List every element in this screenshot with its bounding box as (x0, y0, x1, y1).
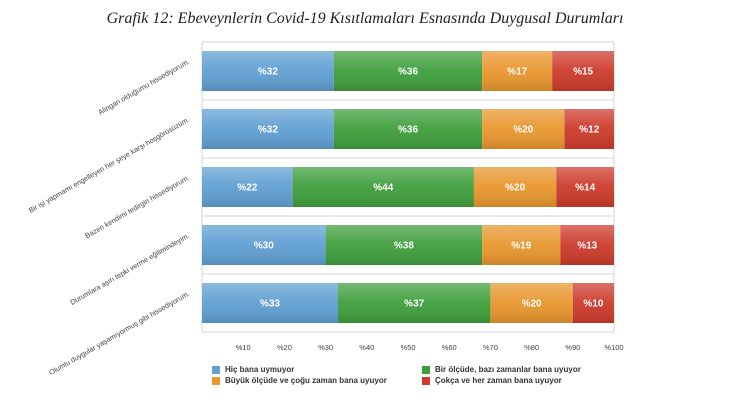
category-label-1: Alingan olduğumu hissediyorum. (97, 57, 191, 117)
category-label-4: Durumlara aşırı tepki verme eğilimindeyi… (69, 231, 191, 307)
category-label-5: Olumlu duygular yaşamıyormuş gibi hissed… (47, 289, 191, 377)
data-label-buyuk-3: %20 (505, 183, 525, 194)
bar-sheen-hic-5 (202, 283, 338, 323)
legend-swatch-hic (212, 365, 220, 374)
bar-sheen-bir-olcude-2 (333, 109, 483, 149)
data-label-hic-3: %22 (237, 183, 257, 194)
x-tick-label: %10 (236, 343, 251, 352)
legend: Hiç bana uymuyor Bir ölçüde, bazı zamanl… (212, 365, 632, 395)
data-label-bir-olcude-5: %37 (404, 299, 424, 310)
data-label-hic-4: %30 (254, 241, 274, 252)
data-label-hic-1: %32 (258, 67, 278, 78)
legend-item-bir-olcude: Bir ölçüde, bazı zamanlar bana uyuyor (422, 365, 581, 374)
bars: %32 %36 %17 %15 %32 %36 %20 %12 %22 %44 %20 %14 %30%… (202, 51, 614, 323)
legend-swatch-bir-olcude (422, 365, 430, 374)
x-tick-label: %40 (359, 343, 374, 352)
data-label-buyuk-1: %17 (507, 67, 527, 78)
legend-item-cokca: Çokça ve her zaman bana uyuyor (422, 376, 562, 385)
bar-sheen-cokca-1 (552, 51, 614, 91)
data-label-cokca-2: %12 (579, 125, 599, 136)
data-label-hic-5: %33 (260, 299, 280, 310)
x-tick-label: %30 (318, 343, 333, 352)
bar-sheen-cokca-2 (564, 109, 614, 149)
x-tick-label: %60 (442, 343, 457, 352)
bar-sheen-cokca-4 (560, 225, 614, 265)
bar-sheen-bir-olcude-1 (333, 51, 483, 91)
x-tick-label: %20 (277, 343, 292, 352)
legend-label-buyuk: Büyük ölçüde ve çoğu zaman bana uyuyor (225, 376, 387, 385)
bar-sheen-buyuk-2 (482, 109, 565, 149)
x-axis-ticks: %10 %20 %30 %40 %50 %60 %70 %80 %90 %100 (236, 343, 624, 352)
data-label-cokca-3: %14 (575, 183, 595, 194)
legend-label-bir-olcude: Bir ölçüde, bazı zamanlar bana uyuyor (435, 365, 581, 374)
bar-sheen-cokca-3 (556, 167, 614, 207)
data-label-bir-olcude-2: %36 (398, 125, 418, 136)
bar-sheen-hic-4 (202, 225, 326, 265)
x-tick-label: %100 (604, 343, 623, 352)
legend-swatch-cokca (422, 376, 430, 385)
data-label-cokca-5: %10 (583, 299, 603, 310)
bar-sheen-bir-olcude-3 (292, 167, 474, 207)
data-label-cokca-1: %15 (573, 67, 593, 78)
bar-sheen-bir-olcude-5 (337, 283, 491, 323)
bar-sheen-buyuk-4 (482, 225, 561, 265)
data-label-buyuk-2: %20 (513, 125, 533, 136)
bar-sheen-buyuk-5 (490, 283, 573, 323)
chart-title: Grafik 12: Ebeveynlerin Covid-19 Kısıtla… (106, 10, 624, 27)
x-tick-label: %70 (483, 343, 498, 352)
bar-sheen-cokca-5 (572, 283, 614, 323)
x-tick-label: %90 (565, 343, 580, 352)
bar-sheen-hic-2 (202, 109, 334, 149)
x-tick-label: %80 (524, 343, 539, 352)
data-label-hic-2: %32 (258, 125, 278, 136)
category-label-3: Bazen kendimi tedirgin hissediyorum. (83, 173, 191, 240)
data-label-bir-olcude-1: %36 (398, 67, 418, 78)
data-label-buyuk-5: %20 (522, 299, 542, 310)
bar-sheen-hic-3 (202, 167, 293, 207)
data-label-buyuk-4: %19 (511, 241, 531, 252)
bar-sheen-bir-olcude-4 (325, 225, 483, 265)
legend-swatch-buyuk (212, 376, 220, 385)
bar-sheen-hic-1 (202, 51, 334, 91)
legend-item-buyuk: Büyük ölçüde ve çoğu zaman bana uyuyor (212, 376, 387, 385)
data-label-cokca-4: %13 (577, 241, 597, 252)
category-labels: Alingan olduğumu hissediyorum.Bir işi ya… (27, 57, 191, 377)
category-label-2: Bir işi yapmamı engelleyen her şeye karş… (27, 115, 191, 215)
data-label-bir-olcude-4: %38 (394, 241, 414, 252)
x-tick-label: %50 (400, 343, 415, 352)
bar-sheen-buyuk-1 (482, 51, 553, 91)
legend-item-hic: Hiç bana uymuyor (212, 365, 294, 374)
data-label-bir-olcude-3: %44 (373, 183, 393, 194)
legend-label-hic: Hiç bana uymuyor (225, 365, 295, 374)
legend-label-cokca: Çokça ve her zaman bana uyuyor (435, 376, 562, 385)
bar-sheen-buyuk-3 (473, 167, 557, 207)
